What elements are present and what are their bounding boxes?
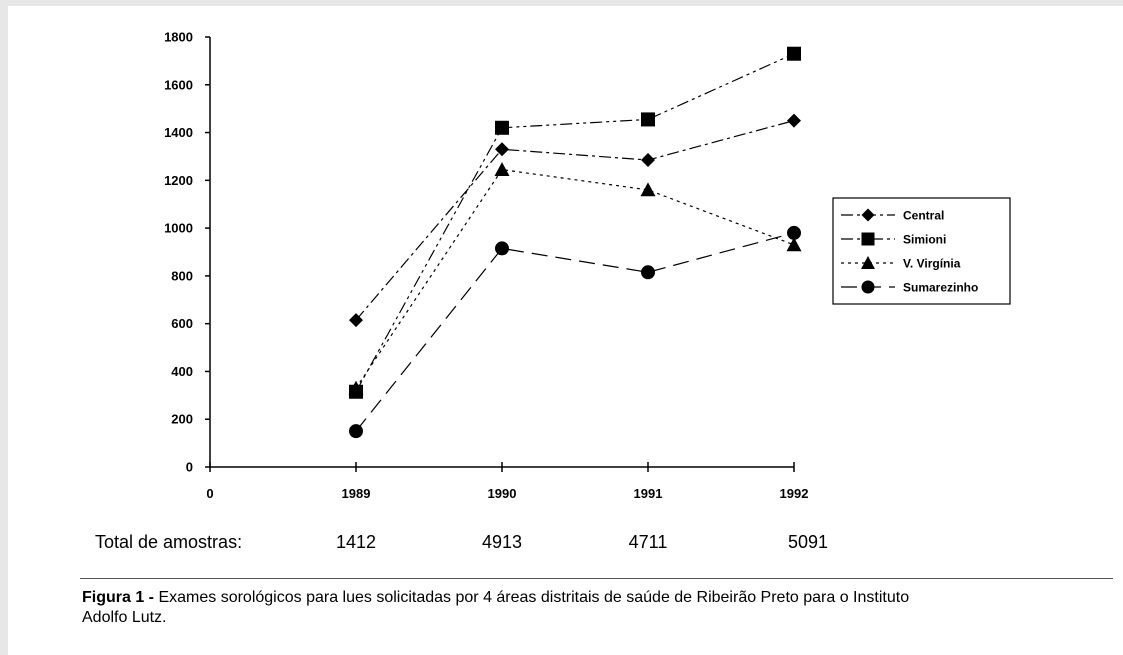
total-1990: 4913 bbox=[481, 532, 523, 552]
data-point-v-virg-nia bbox=[348, 380, 364, 395]
data-point-central bbox=[349, 313, 363, 328]
data-point-central bbox=[787, 113, 801, 128]
caption-divider bbox=[80, 578, 1113, 579]
series-lines bbox=[355, 53, 795, 432]
x-tick-label: 1991 bbox=[634, 486, 663, 501]
data-point-v-virg-nia bbox=[640, 182, 656, 197]
y-tick-label: 1400 bbox=[164, 125, 193, 140]
data-point-central bbox=[641, 153, 655, 168]
figure-caption: Figura 1 - Exames sorológicos para lues … bbox=[82, 588, 922, 628]
y-tick-label: 600 bbox=[171, 316, 193, 331]
legend-marker-simioni bbox=[861, 232, 875, 246]
y-tick-label: 200 bbox=[171, 412, 193, 427]
legend-label-v-virg-nia: V. Virgínia bbox=[903, 257, 961, 271]
series-line-central bbox=[355, 120, 795, 321]
total-1992: 5091 bbox=[787, 532, 829, 552]
x-tick-label: 1990 bbox=[488, 486, 517, 501]
chart-legend: Central Simioni V. Virgínia Sumarezinho bbox=[832, 197, 1011, 305]
y-tick-label: 1800 bbox=[164, 30, 193, 45]
legend-marker-sumarezinho bbox=[861, 280, 875, 294]
y-tick-label: 1000 bbox=[164, 221, 193, 236]
data-point-sumarezinho bbox=[349, 424, 363, 439]
y-tick-label: 1200 bbox=[164, 173, 193, 188]
data-point-simioni bbox=[495, 120, 509, 135]
legend-label-sumarezinho: Sumarezinho bbox=[903, 281, 978, 295]
legend-label-simioni: Simioni bbox=[903, 233, 946, 247]
y-tick-label: 400 bbox=[171, 364, 193, 379]
data-point-central bbox=[495, 142, 509, 157]
data-point-v-virg-nia bbox=[494, 162, 510, 176]
line-chart: 0 200 400 600 800 1000 1200 1400 1600 1800 0 1989 19… bbox=[164, 30, 1011, 502]
data-point-sumarezinho bbox=[641, 265, 655, 280]
caption-prefix: Figura 1 - bbox=[82, 589, 155, 606]
legend-marker-central bbox=[861, 208, 875, 222]
data-point-v-virg-nia bbox=[786, 237, 802, 252]
data-point-simioni bbox=[641, 112, 655, 127]
x-tick-label: 1992 bbox=[780, 486, 809, 501]
y-tick-label: 0 bbox=[186, 460, 193, 475]
series-markers bbox=[348, 46, 802, 439]
sample-totals-row: Total de amostras: 1412 4913 4711 5091 bbox=[0, 532, 1123, 560]
series-line-v-virg-nia bbox=[355, 168, 795, 389]
data-point-simioni bbox=[787, 46, 801, 61]
x-tick-label: 1989 bbox=[342, 486, 371, 501]
totals-label: Total de amostras: bbox=[95, 532, 243, 552]
data-point-sumarezinho bbox=[495, 241, 509, 256]
y-tick-label: 1600 bbox=[164, 77, 193, 92]
caption-text: Exames sorológicos para lues solicitadas… bbox=[82, 589, 910, 626]
legend-marker-v-virg-nia bbox=[861, 256, 875, 269]
x-tick-label: 0 bbox=[206, 486, 213, 501]
series-line-simioni bbox=[355, 53, 795, 393]
data-point-sumarezinho bbox=[787, 225, 801, 240]
total-1991: 4711 bbox=[628, 532, 668, 552]
total-1989: 1412 bbox=[335, 532, 377, 552]
series-line-sumarezinho bbox=[355, 232, 795, 432]
chart-axes: 0 200 400 600 800 1000 1200 1400 1600 1800 0 1989 19… bbox=[164, 30, 808, 502]
legend-label-central: Central bbox=[903, 209, 944, 223]
y-tick-label: 800 bbox=[171, 268, 193, 283]
